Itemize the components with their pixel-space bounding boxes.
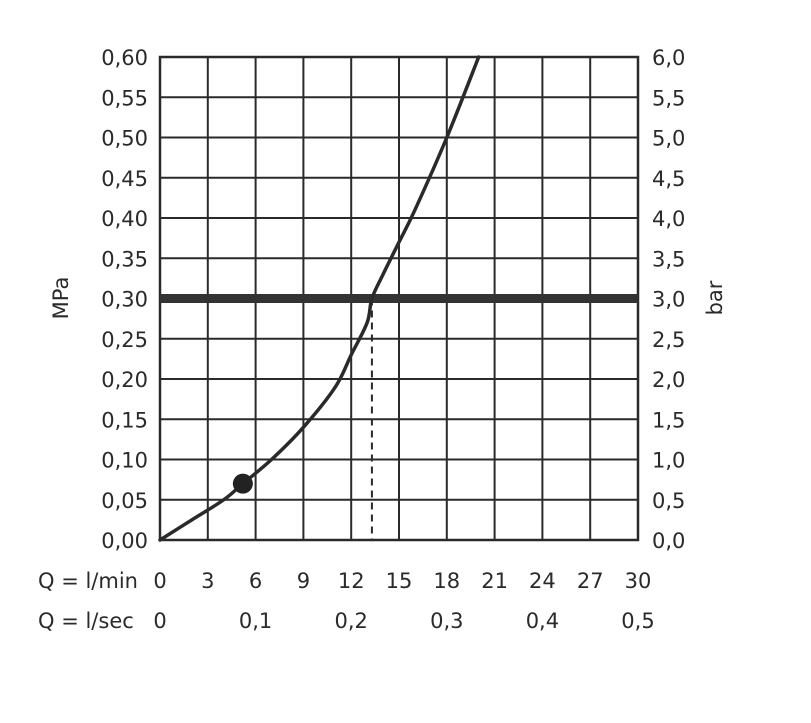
y-tick-right: 0,0 [652, 529, 685, 553]
x-tick-lsec: 0,2 [334, 609, 367, 633]
y-tick-right: 1,5 [652, 408, 685, 432]
y-tick-right: 0,5 [652, 489, 685, 513]
data-point-marker [232, 473, 253, 494]
y-tick-left: 0,20 [101, 368, 148, 392]
y-tick-left: 0,05 [101, 489, 148, 513]
y-tick-right: 2,0 [652, 368, 685, 392]
y-tick-right: 4,0 [652, 207, 685, 231]
y-tick-left: 0,45 [101, 167, 148, 191]
y-tick-right: 6,0 [652, 46, 685, 70]
y-tick-left: 0,30 [101, 288, 148, 312]
y-tick-left: 0,50 [101, 127, 148, 151]
y-tick-right: 3,5 [652, 247, 685, 271]
x-tick-lmin: 6 [249, 569, 262, 593]
x-tick-lsec: 0 [153, 609, 166, 633]
y-tick-right: 1,0 [652, 449, 685, 473]
y-tick-right: 2,5 [652, 328, 685, 352]
x-tick-lmin: 27 [577, 569, 604, 593]
y-tick-left: 0,10 [101, 449, 148, 473]
x-tick-lmin: 12 [338, 569, 365, 593]
x-tick-lmin: 0 [153, 569, 166, 593]
x-tick-lmin: 3 [201, 569, 214, 593]
x-tick-lsec: 0,4 [526, 609, 559, 633]
y-tick-left: 0,55 [101, 86, 148, 110]
x-tick-lmin: 9 [297, 569, 310, 593]
y-axis-title-right: bar [703, 280, 727, 315]
y-tick-left: 0,35 [101, 247, 148, 271]
x-tick-lmin: 30 [625, 569, 652, 593]
y-tick-left: 0,25 [101, 328, 148, 352]
y-tick-left: 0,60 [101, 46, 148, 70]
y-tick-left: 0,40 [101, 207, 148, 231]
y-tick-right: 4,5 [652, 167, 685, 191]
x-row-label-lmin: Q = l/min [38, 569, 138, 593]
x-tick-lsec: 0,1 [239, 609, 272, 633]
y-tick-left: 0,00 [101, 529, 148, 553]
y-tick-right: 5,0 [652, 127, 685, 151]
x-row-label-lsec: Q = l/sec [38, 609, 134, 633]
x-tick-lsec: 0,3 [430, 609, 463, 633]
x-tick-lmin: 18 [433, 569, 460, 593]
y-tick-right: 3,0 [652, 288, 685, 312]
y-tick-left: 0,15 [101, 408, 148, 432]
y-tick-right: 5,5 [652, 86, 685, 110]
x-tick-lmin: 21 [481, 569, 508, 593]
y-axis-title-left: MPa [49, 277, 73, 320]
x-tick-lmin: 24 [529, 569, 556, 593]
x-tick-lmin: 15 [386, 569, 413, 593]
series-line [158, 55, 481, 542]
x-tick-lsec: 0,5 [621, 609, 654, 633]
